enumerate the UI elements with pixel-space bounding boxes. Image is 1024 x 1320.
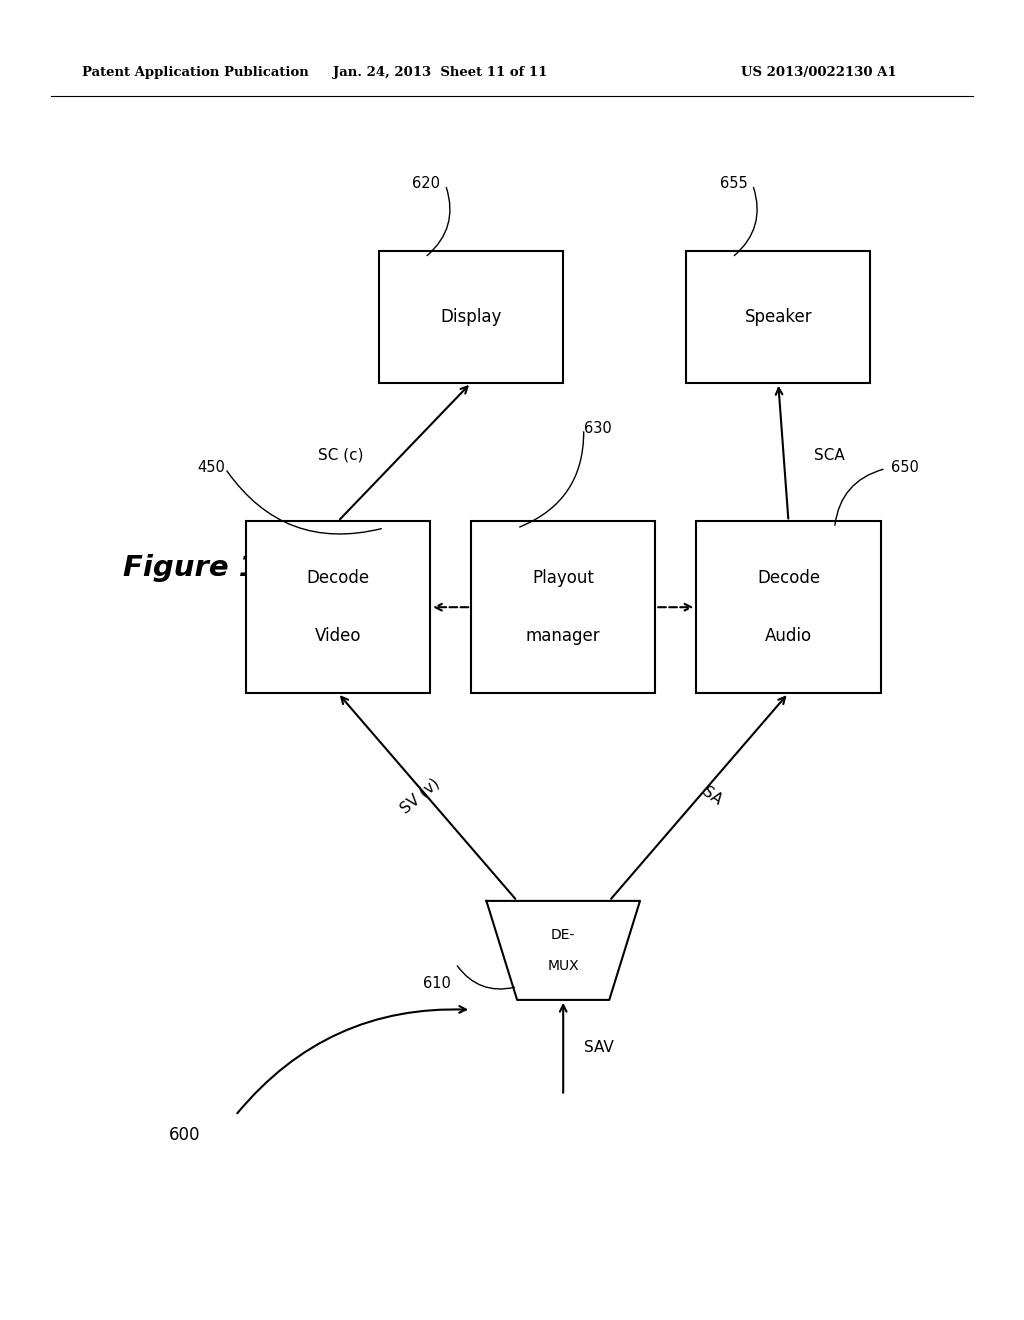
Bar — [686, 251, 870, 383]
Text: Decode: Decode — [757, 569, 820, 587]
Text: SC (c): SC (c) — [318, 447, 364, 463]
Text: SCA: SCA — [814, 447, 845, 463]
Text: Jan. 24, 2013  Sheet 11 of 11: Jan. 24, 2013 Sheet 11 of 11 — [333, 66, 548, 79]
Text: MUX: MUX — [548, 960, 579, 973]
Text: Decode: Decode — [306, 569, 370, 587]
Text: Display: Display — [440, 308, 502, 326]
Text: manager: manager — [526, 627, 600, 645]
Bar — [379, 251, 563, 383]
Text: 630: 630 — [584, 421, 611, 436]
Text: 450: 450 — [198, 461, 225, 475]
Text: Playout: Playout — [532, 569, 594, 587]
Text: 620: 620 — [413, 177, 440, 191]
Bar — [246, 521, 430, 693]
Text: 600: 600 — [169, 1126, 200, 1144]
Text: 655: 655 — [720, 177, 748, 191]
Text: SAV: SAV — [584, 1040, 613, 1055]
Text: Video: Video — [314, 627, 361, 645]
Text: US 2013/0022130 A1: US 2013/0022130 A1 — [741, 66, 897, 79]
Text: Audio: Audio — [765, 627, 812, 645]
Text: SA: SA — [699, 784, 724, 808]
Text: DE-: DE- — [551, 928, 575, 941]
Text: Speaker: Speaker — [744, 308, 812, 326]
Bar — [696, 521, 881, 693]
Bar — [471, 521, 655, 693]
Text: 610: 610 — [423, 975, 451, 991]
Text: Patent Application Publication: Patent Application Publication — [82, 66, 308, 79]
Text: SV (v): SV (v) — [397, 776, 442, 816]
Text: Figure 12: Figure 12 — [123, 553, 280, 582]
Text: 650: 650 — [891, 461, 919, 475]
Polygon shape — [486, 900, 640, 1001]
